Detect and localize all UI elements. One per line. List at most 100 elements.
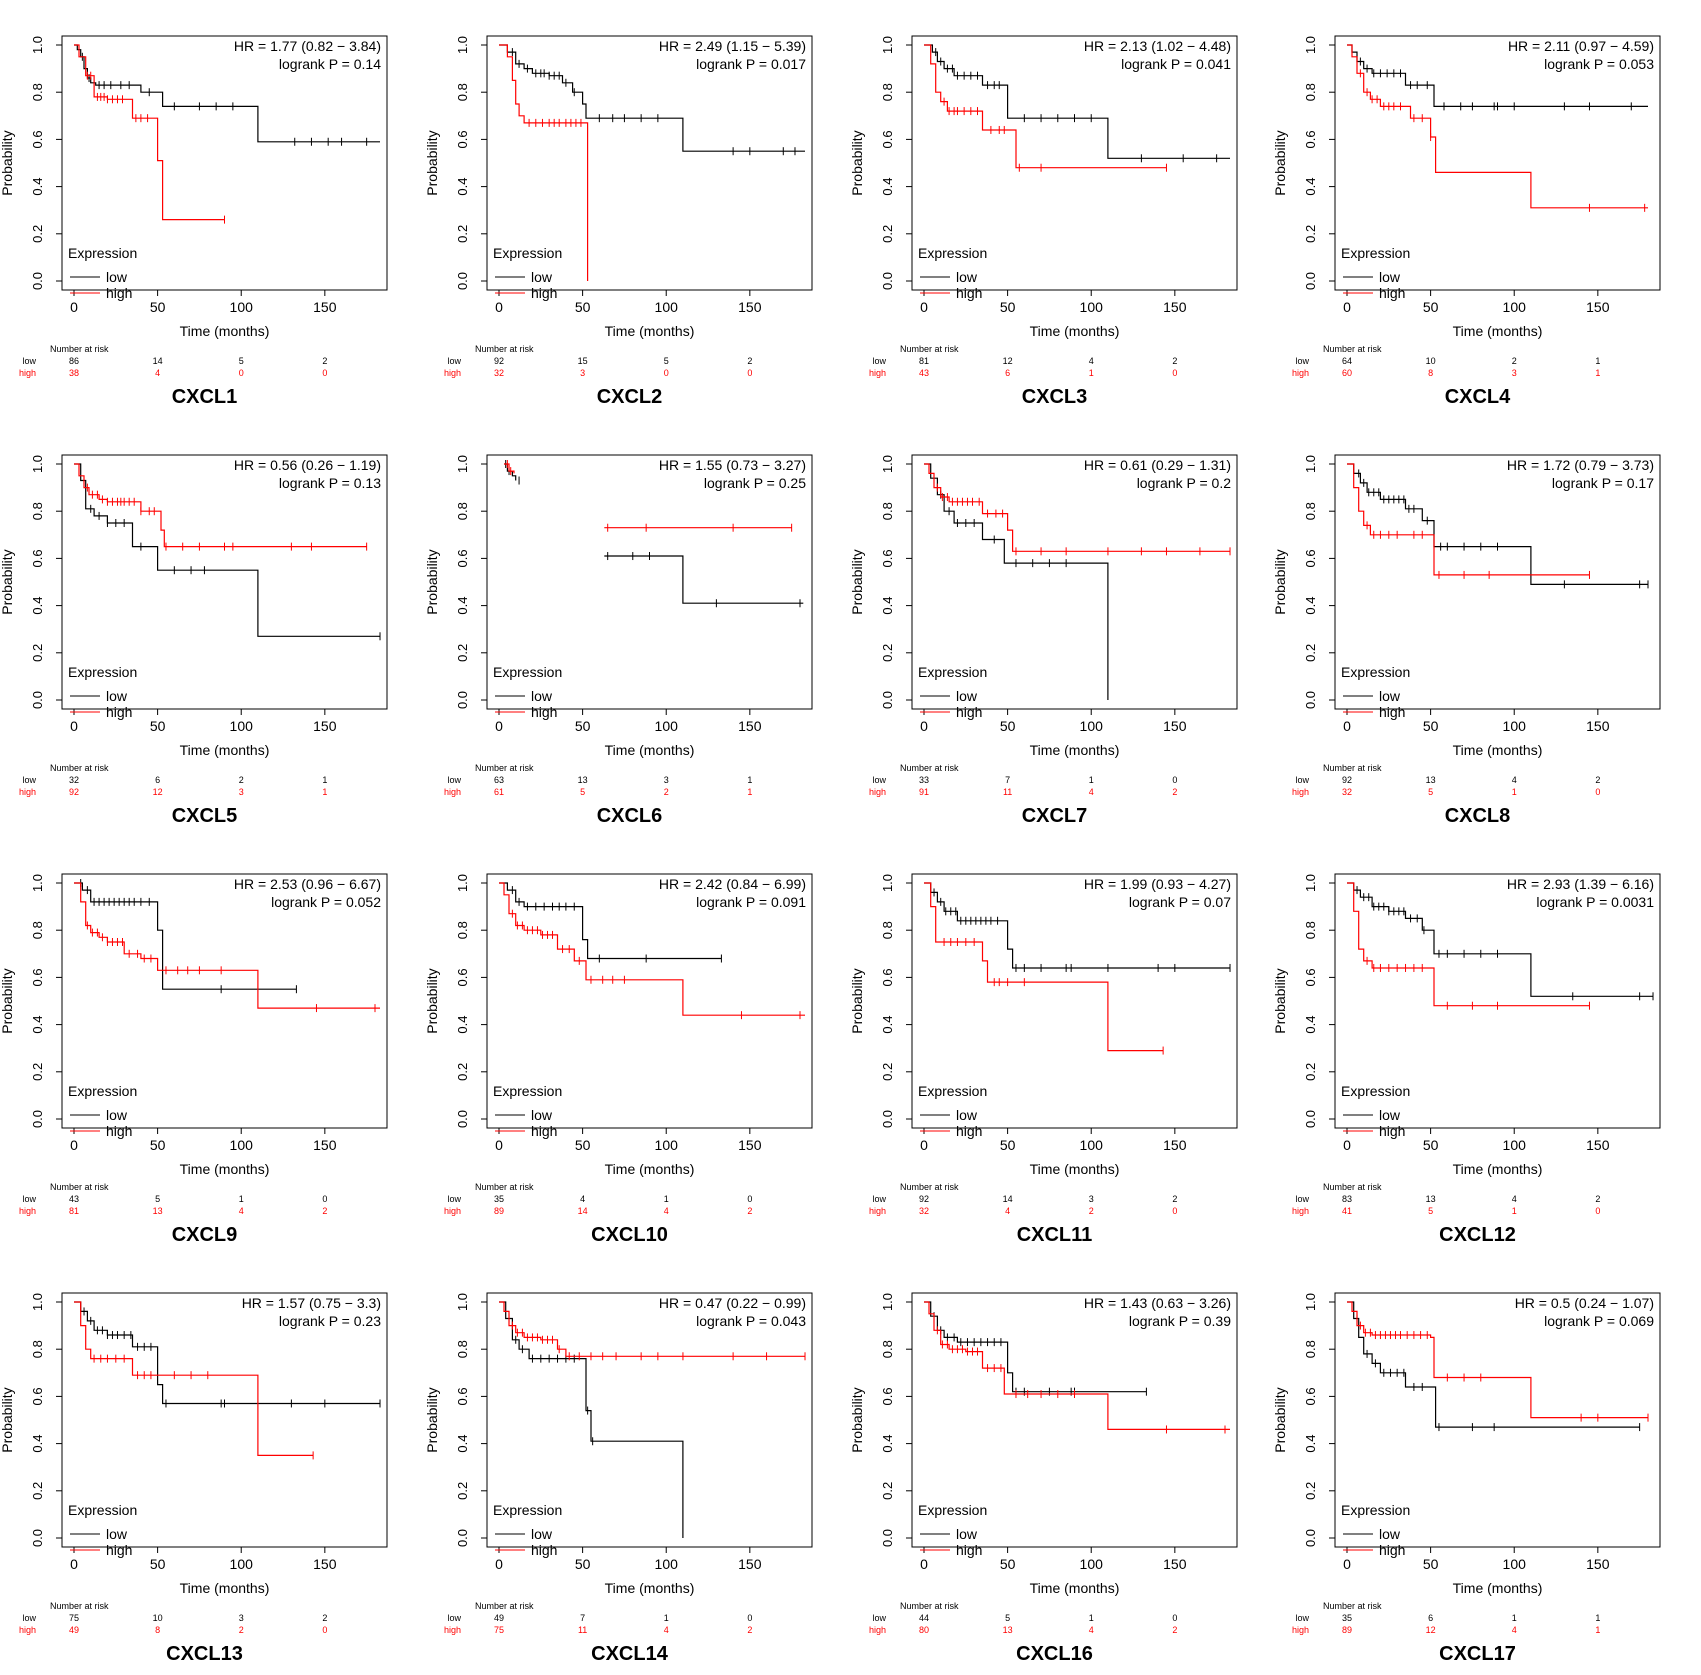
risk-high-count: 4: [664, 1206, 669, 1216]
x-tick-label: 0: [495, 299, 503, 315]
x-tick-label: 50: [1000, 1556, 1016, 1572]
plot-box: [1334, 35, 1661, 291]
y-tick-label: 0.2: [880, 644, 895, 662]
x-tick-label: 150: [313, 1137, 337, 1153]
y-tick-label: 0.8: [1303, 921, 1318, 939]
km-panel-cxcl6: 0.0 0.2 0.4 0.6 0.8 1.0 0 50 100 150 Time (months)…: [424, 454, 813, 827]
legend-low-label: low: [106, 269, 128, 285]
y-tick-label: 0.6: [30, 968, 45, 986]
risk-table-title: Number at risk: [475, 1601, 534, 1611]
risk-row-label-high: high: [444, 1206, 461, 1216]
x-tick-label: 50: [575, 1556, 591, 1572]
plot-box: [61, 1292, 388, 1548]
risk-table-title: Number at risk: [1323, 1182, 1382, 1192]
y-tick-label: 1.0: [30, 36, 45, 54]
y-tick-label: 0.8: [455, 502, 470, 520]
y-tick-label: 0.6: [880, 130, 895, 148]
x-tick-label: 50: [575, 299, 591, 315]
risk-row-label-high: high: [869, 1206, 886, 1216]
legend-title: Expression: [1341, 664, 1410, 680]
risk-table-title: Number at risk: [50, 1182, 109, 1192]
risk-low-count: 2: [1595, 1194, 1600, 1204]
survival-curve-low: [1347, 882, 1653, 997]
risk-low-count: 5: [1005, 1613, 1010, 1623]
risk-row-label-high: high: [19, 368, 36, 378]
y-tick-label: 0.0: [1303, 272, 1318, 290]
gene-title: CXCL14: [591, 1643, 669, 1665]
legend-title: Expression: [1341, 1502, 1410, 1518]
y-tick-label: 0.4: [1303, 1435, 1318, 1453]
x-tick-label: 0: [1343, 1137, 1351, 1153]
gene-title: CXCL16: [1016, 1643, 1093, 1665]
y-tick-label: 0.4: [30, 1435, 45, 1453]
risk-row-label-high: high: [869, 1625, 886, 1635]
x-tick-label: 100: [1503, 1556, 1527, 1572]
logrank-p-label: logrank P = 0.07: [1129, 894, 1231, 910]
survival-curve-low-segment: [604, 555, 804, 604]
risk-high-count: 2: [1172, 1625, 1177, 1635]
x-tick-label: 0: [70, 1137, 78, 1153]
y-tick-label: 0.2: [880, 1482, 895, 1500]
legend-title: Expression: [68, 1083, 137, 1099]
survival-curve-low: [1347, 44, 1648, 107]
risk-high-count: 92: [69, 787, 79, 797]
risk-high-count: 5: [580, 787, 585, 797]
hazard-ratio-label: HR = 1.99 (0.93 − 4.27): [1084, 876, 1231, 892]
risk-table-title: Number at risk: [900, 1182, 959, 1192]
survival-curve-high: [1347, 463, 1590, 576]
y-tick-label: 0.0: [30, 1529, 45, 1547]
hazard-ratio-label: HR = 0.56 (0.26 − 1.19): [234, 457, 381, 473]
x-tick-label: 50: [1423, 299, 1439, 315]
x-tick-label: 150: [738, 299, 762, 315]
legend-low-label: low: [531, 1526, 553, 1542]
x-tick-label: 0: [70, 718, 78, 734]
risk-high-count: 2: [747, 1625, 752, 1635]
hazard-ratio-label: HR = 0.61 (0.29 − 1.31): [1084, 457, 1231, 473]
x-axis-label: Time (months): [605, 323, 695, 339]
legend-high-label: high: [106, 1123, 132, 1139]
legend-low-label: low: [106, 1526, 128, 1542]
y-tick-label: 0.0: [30, 272, 45, 290]
risk-row-label-high: high: [19, 787, 36, 797]
y-axis-label: Probability: [0, 1387, 15, 1452]
risk-high-count: 1: [1089, 368, 1094, 378]
y-axis-label: Probability: [424, 968, 440, 1033]
legend-high-label: high: [1379, 1542, 1405, 1558]
legend-title: Expression: [493, 1083, 562, 1099]
y-tick-label: 0.6: [455, 130, 470, 148]
risk-high-count: 4: [155, 368, 160, 378]
y-axis-label: Probability: [1272, 1387, 1288, 1452]
x-axis-label: Time (months): [1030, 742, 1120, 758]
survival-curve-low: [74, 44, 380, 143]
y-axis-label: Probability: [424, 549, 440, 614]
x-axis-label: Time (months): [180, 1161, 270, 1177]
x-tick-label: 150: [1586, 1556, 1610, 1572]
y-axis-label: Probability: [0, 968, 15, 1033]
risk-low-count: 35: [494, 1194, 504, 1204]
km-panel-cxcl7: 0.0 0.2 0.4 0.6 0.8 1.0 0 50 100 150 Time (months)…: [849, 454, 1238, 827]
plot-box: [61, 454, 388, 710]
y-tick-label: 0.0: [880, 691, 895, 709]
risk-high-count: 12: [153, 787, 163, 797]
legend-high-label: high: [106, 704, 132, 720]
y-axis-label: Probability: [0, 130, 15, 195]
x-tick-label: 0: [70, 1556, 78, 1572]
risk-row-label-high: high: [869, 787, 886, 797]
y-tick-label: 0.0: [455, 691, 470, 709]
legend-low-label: low: [531, 269, 553, 285]
y-tick-label: 0.8: [455, 1340, 470, 1358]
risk-row-label-high: high: [869, 368, 886, 378]
y-tick-label: 0.0: [880, 272, 895, 290]
x-axis-label: Time (months): [1030, 323, 1120, 339]
legend-title: Expression: [68, 1502, 137, 1518]
risk-low-count: 4: [580, 1194, 585, 1204]
risk-high-count: 3: [580, 368, 585, 378]
risk-low-count: 1: [664, 1194, 669, 1204]
y-tick-label: 0.6: [455, 968, 470, 986]
y-tick-label: 1.0: [455, 1293, 470, 1311]
hazard-ratio-label: HR = 2.13 (1.02 − 4.48): [1084, 38, 1231, 54]
hazard-ratio-label: HR = 2.93 (1.39 − 6.16): [1507, 876, 1654, 892]
risk-low-count: 15: [578, 356, 588, 366]
hazard-ratio-label: HR = 0.5 (0.24 − 1.07): [1515, 1295, 1654, 1311]
